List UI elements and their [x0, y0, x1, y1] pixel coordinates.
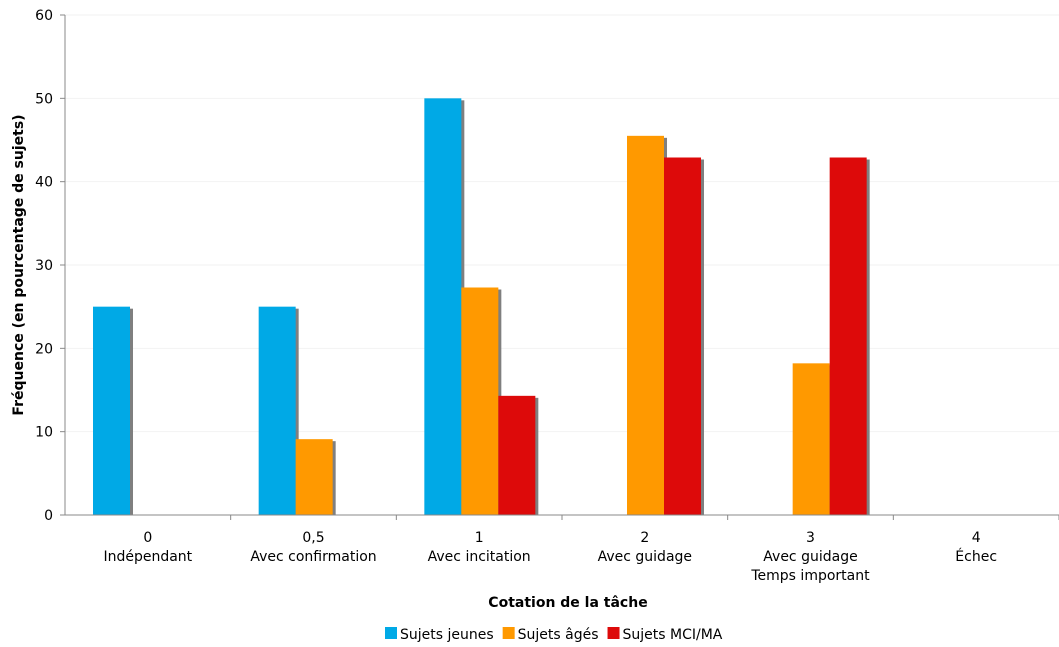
bar: [664, 157, 701, 515]
legend-swatch: [385, 627, 397, 639]
legend-label: Sujets MCI/MA: [623, 627, 723, 643]
legend-swatch: [607, 627, 620, 639]
gridlines: [65, 14, 1059, 433]
bar: [829, 157, 867, 515]
x-tick-label: 4 Échec: [955, 530, 997, 565]
y-tick-label: 20: [35, 341, 53, 357]
bar: [627, 135, 664, 516]
legend-label: Sujets jeunes: [400, 627, 494, 643]
x-tick-label: 1 Avec incitation: [428, 530, 531, 565]
bar: [792, 363, 830, 515]
bar: [258, 306, 296, 515]
y-tick-label: 30: [35, 258, 53, 274]
y-tick-label: 50: [35, 91, 53, 107]
x-tick-label: 0,5 Avec confirmation: [250, 530, 376, 565]
legend-swatch: [502, 627, 515, 639]
x-axis-title: Cotation de la tâche: [488, 595, 647, 611]
bars: [93, 98, 870, 516]
y-tick-label: 0: [44, 508, 53, 524]
bar: [295, 439, 333, 515]
x-tick-label: 3 Avec guidage Temps important: [750, 530, 870, 584]
y-tick-label: 10: [35, 425, 53, 441]
x-tick-label: 0 Indépendant: [103, 530, 192, 565]
bar: [498, 395, 536, 515]
y-axis: 0 10 20 30 40 50 60: [35, 8, 66, 524]
bar: [93, 306, 130, 515]
legend: Sujets jeunes Sujets âgés Sujets MCI/MA: [385, 627, 723, 643]
y-axis-title: Fréquence (en pourcentage de sujets): [11, 114, 27, 415]
y-tick-label: 60: [35, 8, 53, 24]
bar: [424, 98, 462, 515]
x-tick-label: 2 Avec guidage: [598, 530, 692, 565]
bar: [461, 287, 499, 515]
y-tick-label: 40: [35, 175, 53, 191]
legend-label: Sujets âgés: [518, 627, 599, 643]
x-axis: 0 Indépendant 0,5 Avec confirmation 1 Avec in…: [65, 514, 1059, 584]
